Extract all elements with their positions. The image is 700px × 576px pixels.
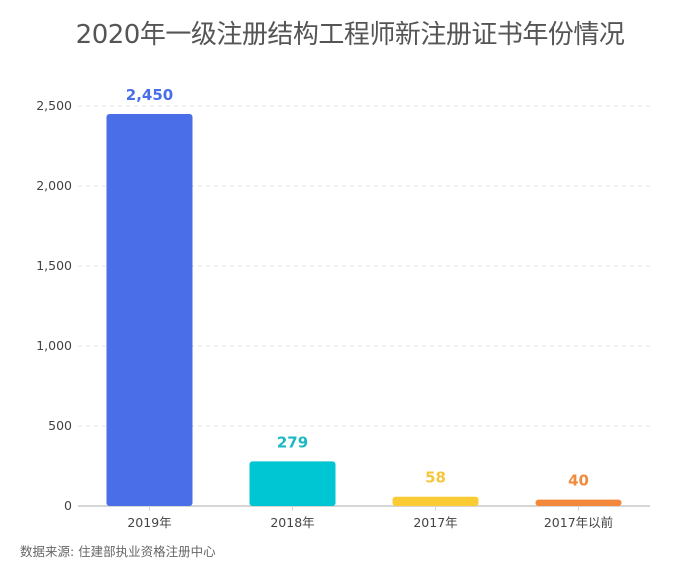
y-tick-label: 1,000 [36, 338, 72, 353]
x-tick-label: 2017年 [413, 515, 457, 530]
data-label: 40 [568, 472, 589, 490]
bar [249, 461, 336, 506]
y-tick-label: 1,500 [36, 258, 72, 273]
data-label: 58 [425, 469, 446, 487]
data-label: 279 [277, 433, 308, 451]
x-tick-label: 2017年以前 [544, 515, 613, 530]
y-tick-label: 2,000 [36, 178, 72, 193]
data-label: 2,450 [126, 86, 173, 104]
chart-title: 2020年一级注册结构工程师新注册证书年份情况 [75, 20, 625, 50]
y-tick-label: 500 [48, 418, 72, 433]
bar [392, 496, 479, 506]
data-source-note: 数据来源: 住建部执业资格注册中心 [20, 544, 216, 559]
x-tick-label: 2019年 [127, 515, 171, 530]
bar [535, 499, 622, 506]
x-tick-label: 2018年 [270, 515, 314, 530]
y-tick-label: 0 [64, 498, 72, 513]
bar [106, 114, 193, 506]
y-tick-label: 2,500 [36, 98, 72, 113]
